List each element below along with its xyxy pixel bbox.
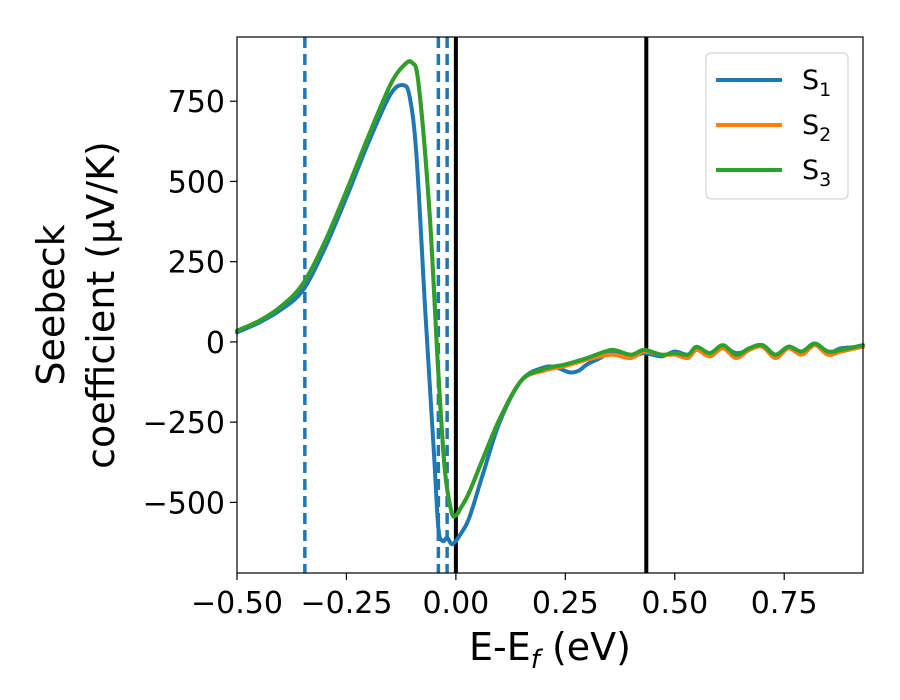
y-tick-label: 250 — [168, 246, 225, 281]
legend-label-s1: S1 — [802, 65, 831, 101]
plot-frame — [236, 36, 864, 574]
legend-label-s2: S2 — [802, 110, 831, 146]
y-tick-label: 0 — [206, 326, 225, 361]
x-tick-label: −0.25 — [300, 586, 392, 621]
x-tick-label: 0.75 — [751, 586, 818, 621]
y-axis-label-line1: Seebeck — [29, 224, 73, 385]
x-tick-label: 0.25 — [532, 586, 599, 621]
y-tick-label: 500 — [168, 165, 225, 200]
y-tick-label: 750 — [168, 85, 225, 120]
x-axis-label: E-Ef (eV) — [469, 625, 631, 675]
series-line-s3 — [235, 59, 865, 519]
y-axis-ticks: 750 500 250 0 −250 −500 — [143, 85, 237, 521]
y-axis-label-line2: coefficient (μV/K) — [79, 141, 123, 469]
legend-label-s3: S3 — [802, 155, 831, 191]
legend: S1 S2 S3 — [705, 52, 849, 200]
x-tick-label: 0.50 — [641, 586, 708, 621]
x-tick-label: −0.50 — [191, 586, 283, 621]
x-axis-ticks: −0.50 −0.25 0.00 0.25 0.50 0.75 — [191, 573, 818, 621]
y-tick-label: −500 — [143, 486, 225, 521]
y-tick-label: −250 — [143, 406, 225, 441]
plot-series — [235, 59, 865, 547]
x-tick-label: 0.00 — [422, 586, 489, 621]
